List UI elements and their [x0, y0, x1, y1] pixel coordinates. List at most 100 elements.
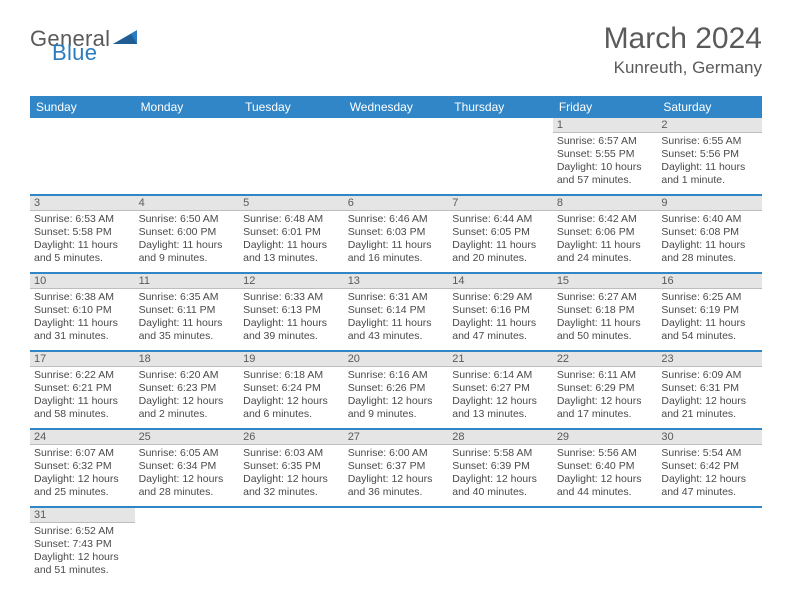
calendar-cell: 30Sunrise: 5:54 AMSunset: 6:42 PMDayligh…: [657, 430, 762, 508]
sunrise-line: Sunrise: 6:31 AM: [348, 291, 445, 304]
calendar-cell: 29Sunrise: 5:56 AMSunset: 6:40 PMDayligh…: [553, 430, 658, 508]
daylight-line: Daylight: 12 hours and 28 minutes.: [139, 473, 236, 499]
weekday-header: Monday: [135, 96, 240, 118]
sunrise-line: Sunrise: 6:16 AM: [348, 369, 445, 382]
sunset-line: Sunset: 6:05 PM: [452, 226, 549, 239]
daylight-line: Daylight: 12 hours and 17 minutes.: [557, 395, 654, 421]
brand-word2: Blue: [52, 43, 141, 63]
day-details: [344, 522, 449, 586]
day-number: 19: [239, 352, 344, 367]
day-details: Sunrise: 6:27 AMSunset: 6:18 PMDaylight:…: [553, 289, 658, 352]
daylight-line: Daylight: 11 hours and 47 minutes.: [452, 317, 549, 343]
day-details: Sunrise: 5:54 AMSunset: 6:42 PMDaylight:…: [657, 445, 762, 508]
sunset-line: Sunset: 6:21 PM: [34, 382, 131, 395]
title-block: March 2024 Kunreuth, Germany: [604, 22, 762, 78]
daylight-line: Daylight: 12 hours and 13 minutes.: [452, 395, 549, 421]
day-number: 12: [239, 274, 344, 289]
calendar-cell: 14Sunrise: 6:29 AMSunset: 6:16 PMDayligh…: [448, 274, 553, 352]
day-number: 27: [344, 430, 449, 445]
sunrise-line: Sunrise: 6:40 AM: [661, 213, 758, 226]
sunset-line: Sunset: 6:32 PM: [34, 460, 131, 473]
daylight-line: Daylight: 11 hours and 54 minutes.: [661, 317, 758, 343]
sunrise-line: Sunrise: 6:25 AM: [661, 291, 758, 304]
calendar-cell: 7Sunrise: 6:44 AMSunset: 6:05 PMDaylight…: [448, 196, 553, 274]
calendar-cell: 22Sunrise: 6:11 AMSunset: 6:29 PMDayligh…: [553, 352, 658, 430]
daylight-line: Daylight: 11 hours and 1 minute.: [661, 161, 758, 187]
calendar-week-row: 17Sunrise: 6:22 AMSunset: 6:21 PMDayligh…: [30, 352, 762, 430]
location-label: Kunreuth, Germany: [604, 58, 762, 78]
calendar-cell: 17 Sunrise: 6:22 AMSunset: 6:21 PMDayligh…: [30, 352, 135, 430]
sunrise-line: Sunrise: 5:56 AM: [557, 447, 654, 460]
day-number: 6: [344, 196, 449, 211]
day-details: [30, 133, 135, 196]
sunrise-line: Sunrise: 6:50 AM: [139, 213, 236, 226]
daylight-line: Daylight: 12 hours and 51 minutes.: [34, 551, 131, 577]
day-details: Sunrise: 6:31 AMSunset: 6:14 PMDaylight:…: [344, 289, 449, 352]
day-number: [344, 118, 449, 133]
day-number: 25: [135, 430, 240, 445]
day-number: [239, 508, 344, 522]
day-number: 10: [30, 274, 135, 289]
daylight-line: Daylight: 11 hours and 28 minutes.: [661, 239, 758, 265]
calendar-cell: [135, 118, 240, 196]
sunrise-line: Sunrise: 6:05 AM: [139, 447, 236, 460]
day-details: Sunrise: 6:29 AMSunset: 6:16 PMDaylight:…: [448, 289, 553, 352]
calendar-cell: 26Sunrise: 6:03 AMSunset: 6:35 PMDayligh…: [239, 430, 344, 508]
day-number: 14: [448, 274, 553, 289]
daylight-line: Daylight: 12 hours and 44 minutes.: [557, 473, 654, 499]
calendar-cell: 5Sunrise: 6:48 AMSunset: 6:01 PMDaylight…: [239, 196, 344, 274]
weekday-header: Sunday: [30, 96, 135, 118]
day-details: Sunrise: 6:52 AMSunset: 7:43 PMDaylight:…: [30, 523, 135, 586]
daylight-line: Daylight: 12 hours and 36 minutes.: [348, 473, 445, 499]
calendar-cell: 15Sunrise: 6:27 AMSunset: 6:18 PMDayligh…: [553, 274, 658, 352]
day-details: Sunrise: 6:35 AMSunset: 6:11 PMDaylight:…: [135, 289, 240, 352]
day-number: 17: [30, 352, 135, 367]
calendar-cell: [239, 118, 344, 196]
day-details: [344, 133, 449, 196]
calendar-cell: [239, 508, 344, 586]
day-number: [239, 118, 344, 133]
sunset-line: Sunset: 6:01 PM: [243, 226, 340, 239]
day-number: 1: [553, 118, 658, 133]
day-details: Sunrise: 6:11 AMSunset: 6:29 PMDaylight:…: [553, 367, 658, 430]
calendar-cell: [657, 508, 762, 586]
day-number: 22: [553, 352, 658, 367]
daylight-line: Daylight: 11 hours and 13 minutes.: [243, 239, 340, 265]
calendar-cell: 25Sunrise: 6:05 AMSunset: 6:34 PMDayligh…: [135, 430, 240, 508]
sunset-line: Sunset: 5:58 PM: [34, 226, 131, 239]
sunset-line: Sunset: 6:03 PM: [348, 226, 445, 239]
day-details: Sunrise: 6:03 AMSunset: 6:35 PMDaylight:…: [239, 445, 344, 508]
day-details: Sunrise: 6:25 AMSunset: 6:19 PMDaylight:…: [657, 289, 762, 352]
sunset-line: Sunset: 6:00 PM: [139, 226, 236, 239]
weekday-header: Thursday: [448, 96, 553, 118]
day-details: Sunrise: 6:48 AMSunset: 6:01 PMDaylight:…: [239, 211, 344, 274]
day-number: 13: [344, 274, 449, 289]
day-details: Sunrise: 6:38 AMSunset: 6:10 PMDaylight:…: [30, 289, 135, 352]
sunrise-line: Sunrise: 6:22 AM: [34, 369, 131, 382]
calendar-cell: 24Sunrise: 6:07 AMSunset: 6:32 PMDayligh…: [30, 430, 135, 508]
sunset-line: Sunset: 5:56 PM: [661, 148, 758, 161]
calendar-cell: [448, 118, 553, 196]
day-number: 28: [448, 430, 553, 445]
day-number: [135, 118, 240, 133]
calendar-cell: 23Sunrise: 6:09 AMSunset: 6:31 PMDayligh…: [657, 352, 762, 430]
sunrise-line: Sunrise: 5:58 AM: [452, 447, 549, 460]
day-details: Sunrise: 6:53 AMSunset: 5:58 PMDaylight:…: [30, 211, 135, 274]
sunrise-line: Sunrise: 6:29 AM: [452, 291, 549, 304]
sunset-line: Sunset: 6:19 PM: [661, 304, 758, 317]
page-header: General Blue March 2024 Kunreuth, German…: [30, 22, 762, 78]
sunrise-line: Sunrise: 6:35 AM: [139, 291, 236, 304]
calendar-cell: 19Sunrise: 6:18 AMSunset: 6:24 PMDayligh…: [239, 352, 344, 430]
day-number: 7: [448, 196, 553, 211]
daylight-line: Daylight: 12 hours and 9 minutes.: [348, 395, 445, 421]
daylight-line: Daylight: 11 hours and 58 minutes.: [34, 395, 131, 421]
day-number: 24: [30, 430, 135, 445]
day-details: Sunrise: 6:42 AMSunset: 6:06 PMDaylight:…: [553, 211, 658, 274]
calendar-week-row: 1Sunrise: 6:57 AMSunset: 5:55 PMDaylight…: [30, 118, 762, 196]
daylight-line: Daylight: 12 hours and 2 minutes.: [139, 395, 236, 421]
sunset-line: Sunset: 6:39 PM: [452, 460, 549, 473]
day-number: 3: [30, 196, 135, 211]
day-details: Sunrise: 6:14 AMSunset: 6:27 PMDaylight:…: [448, 367, 553, 430]
day-number: [657, 508, 762, 522]
calendar-cell: 27Sunrise: 6:00 AMSunset: 6:37 PMDayligh…: [344, 430, 449, 508]
